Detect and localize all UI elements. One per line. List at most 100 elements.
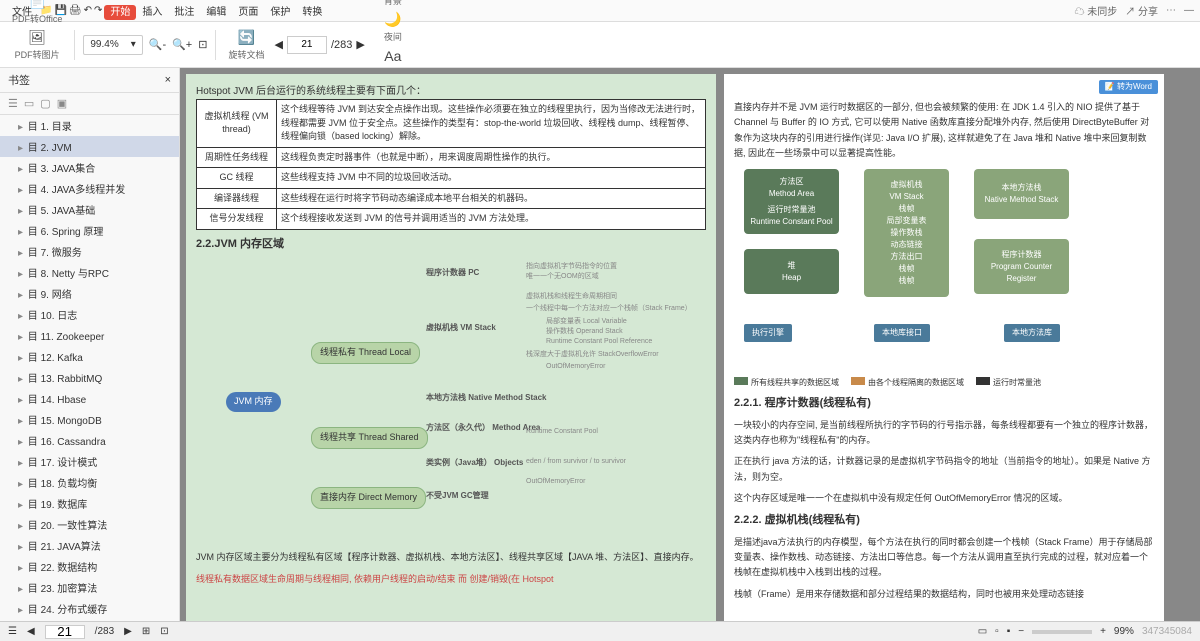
bookmark-item[interactable]: ▸ 目 6. Spring 原理 [0,220,179,241]
mind-root: JVM 内存 [226,392,281,412]
share-button[interactable]: ↗ 分享 [1125,3,1158,18]
diagram-box: 虚拟机栈VM Stack栈帧局部变量表操作数栈动态链接方法出口栈帧栈帧 [864,169,949,297]
sb-tool-3[interactable]: ▢ [40,97,50,110]
bookmark-item[interactable]: ▸ 目 23. 加密算法 [0,577,179,598]
bookmark-item[interactable]: ▸ 目 24. 分布式缓存 [0,598,179,619]
legend-item: 所有线程共享的数据区域 [734,377,839,389]
table-cell: 虚拟机线程 (VM thread) [197,100,277,148]
menu-more-icon[interactable]: ⋯ [1166,5,1176,16]
table-cell: 这线程负责定时器事件（也就是中断），用来调度周期性操作的执行。 [277,147,706,168]
p2: 正在执行 java 方法的话，计数器记录的是虚拟机字节码指令的地址（当前指令的地… [734,454,1154,485]
intro-text: 直接内存并不是 JVM 运行时数据区的一部分, 但也会被频繁的使用: 在 JDK… [734,100,1154,161]
mind-branch: 直接内存 Direct Memory [311,487,426,509]
tb-tb1-2[interactable]: 🖼PDF转图片 [8,27,66,63]
bookmark-item[interactable]: ▸ 目 17. 设计模式 [0,451,179,472]
sb-prev-icon[interactable]: ◀ [27,626,35,637]
bookmark-item[interactable]: ▸ 目 14. Hbase [0,388,179,409]
mind-detail: 栈深度大于虚拟机允许 StackOverflowError [526,350,659,361]
sb-nav-icon[interactable]: ☰ [8,626,17,637]
zoom-out-icon[interactable]: 🔍- [149,38,166,51]
heading-221: 2.2.1. 程序计数器(线程私有) [734,395,1154,412]
menu-3[interactable]: 编辑 [200,5,232,20]
sb-tool-1[interactable]: ☰ [8,97,18,110]
bookmark-item[interactable]: ▸ 目 15. MongoDB [0,409,179,430]
mind-leaf: 本地方法栈 Native Method Stack [426,392,546,404]
menu-icon-5[interactable]: ↷ [94,5,102,16]
menu-1[interactable]: 插入 [136,5,168,20]
sb-view-2[interactable]: ▫ [995,626,999,637]
bookmark-item[interactable]: ▸ 目 2. JVM [0,136,179,157]
mind-leaf: 类实例（Java堆） Objects [426,457,523,469]
diagram-box: 程序计数器Program Counter Register [974,239,1069,294]
tb-tb2-4[interactable]: 🎨背景 [371,0,415,9]
mind-detail: 指向虚拟机字节码指令的位置 [526,262,617,273]
bookmark-item[interactable]: ▸ 目 12. Kafka [0,346,179,367]
bottom-text-1: JVM 内存区域主要分为线程私有区域【程序计数器、虚拟机栈、本地方法区】、线程共… [196,550,706,564]
bookmark-item[interactable]: ▸ 目 4. JAVA多线程并发 [0,178,179,199]
mind-detail: 唯一一个无OOM的区域 [526,272,599,283]
mind-leaf: 方法区（永久代） Method Area [426,422,540,434]
jvm-diagram: 方法区Method Area运行时常量池Runtime Constant Poo… [734,169,1154,369]
diagram-box: 堆Heap [744,249,839,294]
convert-word-button[interactable]: 📝 转为Word [1099,80,1158,94]
bookmark-item[interactable]: ▸ 目 1. 目录 [0,115,179,136]
bookmark-item[interactable]: ▸ 目 18. 负载均衡 [0,472,179,493]
menu-0[interactable]: 开始 [104,5,136,20]
page-input[interactable] [287,36,327,54]
menu-6[interactable]: 转换 [296,5,328,20]
table-cell: GC 线程 [197,168,277,189]
menu-icon-4[interactable]: ↶ [84,5,92,16]
sb-next-icon[interactable]: ▶ [124,626,132,637]
bookmark-item[interactable]: ▸ 目 22. 数据结构 [0,556,179,577]
p4: 是描述java方法执行的内存模型，每个方法在执行的同时都会创建一个栈帧（Stac… [734,535,1154,581]
sb-zoom-out[interactable]: − [1018,626,1024,637]
bookmark-item[interactable]: ▸ 目 19. 数据库 [0,493,179,514]
sb-icon-a[interactable]: ⊞ [142,626,150,637]
heading-222: 2.2.2. 虚拟机栈(线程私有) [734,512,1154,529]
tb-tb1-1[interactable]: 📄PDF转Office [8,0,66,27]
bookmark-item[interactable]: ▸ 目 11. Zookeeper [0,325,179,346]
menu-2[interactable]: 批注 [168,5,200,20]
p3: 这个内存区域是唯一一个在虚拟机中没有规定任何 OutOfMemoryError … [734,491,1154,506]
bookmark-item[interactable]: ▸ 目 3. JAVA集合 [0,157,179,178]
bookmark-list: ▸ 目 1. 目录▸ 目 2. JVM▸ 目 3. JAVA集合▸ 目 4. J… [0,115,179,621]
page-next-icon[interactable]: ▶ [356,38,364,51]
bookmark-item[interactable]: ▸ 目 9. 网络 [0,283,179,304]
sb-zoom-in[interactable]: + [1100,626,1106,637]
bookmark-item[interactable]: ▸ 目 20. 一致性算法 [0,514,179,535]
tb2a-0[interactable]: 🔄旋转文档 [224,27,268,63]
menu-4[interactable]: 页面 [232,5,264,20]
zoom-in-icon[interactable]: 🔍+ [172,38,192,51]
sb-tool-2[interactable]: ▭ [24,97,34,110]
page-right: 📝 转为Word 直接内存并不是 JVM 运行时数据区的一部分, 但也会被频繁的… [724,74,1164,621]
zoom-control[interactable]: 99.4%▾ [83,35,142,55]
bookmark-item[interactable]: ▸ 目 10. 日志 [0,304,179,325]
mind-detail: Runtime Constant Pool Reference [546,337,652,348]
menu-5[interactable]: 保护 [264,5,296,20]
bookmark-item[interactable]: ▸ 目 7. 微服务 [0,241,179,262]
sidebar-close-icon[interactable]: × [165,74,171,86]
bookmark-item[interactable]: ▸ 目 21. JAVA算法 [0,535,179,556]
sidebar: 书签× ☰ ▭ ▢ ▣ ▸ 目 1. 目录▸ 目 2. JVM▸ 目 3. JA… [0,68,180,621]
menu-icon-3[interactable]: 🖨 [69,5,82,16]
sb-view-3[interactable]: ▪ [1007,626,1011,637]
sb-page-input[interactable] [45,625,85,639]
sb-zoom-slider[interactable] [1032,630,1092,634]
bookmark-item[interactable]: ▸ 目 8. Netty 与RPC [0,262,179,283]
mindmap: JVM 内存 线程私有 Thread Local线程共享 Thread Shar… [196,262,706,542]
bookmark-item[interactable]: ▸ 目 13. RabbitMQ [0,367,179,388]
sb-icon-b[interactable]: ⊡ [160,626,168,637]
sync-status[interactable]: ☁ 未同步 [1074,3,1117,18]
bookmark-item[interactable]: ▸ 目 5. JAVA基础 [0,199,179,220]
mind-detail: 虚拟机栈和线程生命周期相同 [526,292,617,303]
sb-view-1[interactable]: ▭ [978,626,987,637]
tb-tb2-5[interactable]: 🌙夜间 [371,9,415,45]
toolbar: ✋手型📄PDF转Office🖼PDF转图片▶播放📖阅读模式 99.4%▾ 🔍- … [0,22,1200,68]
content-area: Hotspot JVM 后台运行的系统线程主要有下面几个： 虚拟机线程 (VM … [180,68,1200,621]
menu-min-icon[interactable]: — [1184,5,1194,16]
sb-tool-4[interactable]: ▣ [57,97,67,110]
bookmark-item[interactable]: ▸ 目 16. Cassandra [0,430,179,451]
mind-leaf: 不受JVM GC管理 [426,490,489,502]
page-prev-icon[interactable]: ◀ [274,38,282,51]
zoom-fit-icon[interactable]: ⊡ [198,38,207,51]
